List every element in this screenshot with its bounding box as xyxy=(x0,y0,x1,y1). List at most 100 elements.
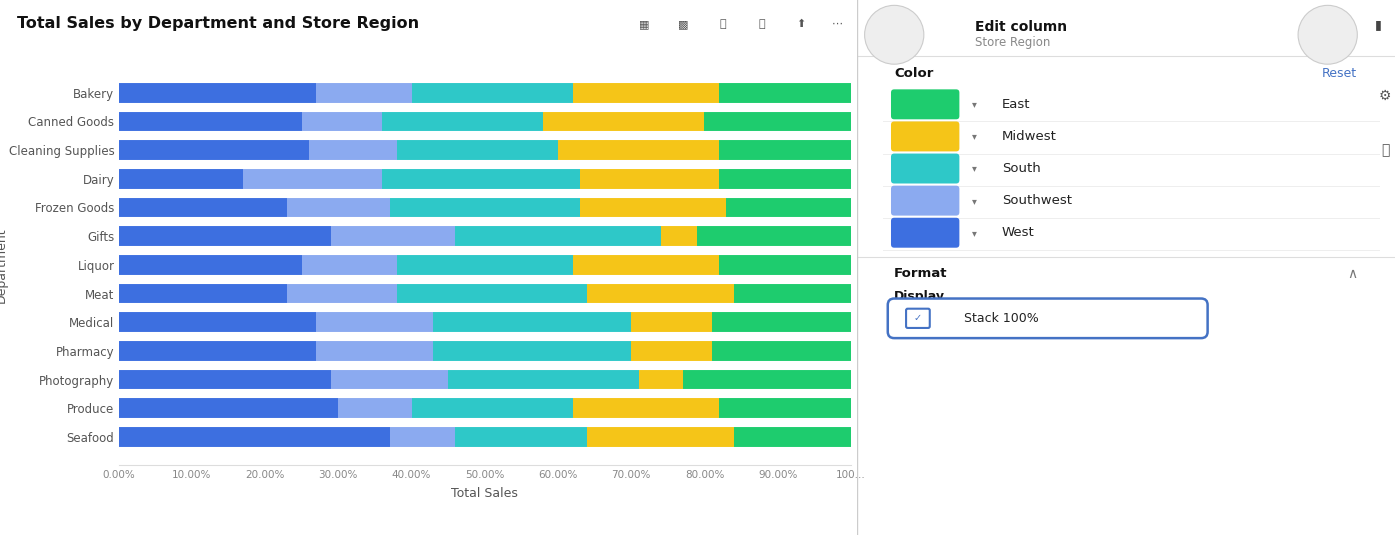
Text: ←: ← xyxy=(887,27,901,42)
Bar xyxy=(704,111,851,132)
Bar xyxy=(119,140,308,160)
Bar xyxy=(434,341,631,361)
Circle shape xyxy=(865,5,923,64)
Bar xyxy=(455,426,587,447)
Text: West: West xyxy=(1002,226,1035,239)
Text: Stack 100%: Stack 100% xyxy=(964,312,1039,325)
Bar xyxy=(587,283,734,304)
Text: ⋯: ⋯ xyxy=(831,19,843,29)
Bar xyxy=(434,312,631,333)
Bar xyxy=(382,111,543,132)
Text: ▮: ▮ xyxy=(1375,18,1381,30)
Bar xyxy=(572,82,720,103)
Bar xyxy=(711,341,851,361)
Bar xyxy=(580,197,727,218)
Bar xyxy=(720,82,851,103)
Bar xyxy=(396,255,572,275)
Text: East: East xyxy=(1002,98,1031,111)
Text: 💡: 💡 xyxy=(759,19,764,29)
Text: Midwest: Midwest xyxy=(1002,130,1057,143)
Text: ▾: ▾ xyxy=(972,228,976,238)
Text: Edit column: Edit column xyxy=(975,20,1067,34)
Bar xyxy=(412,398,572,418)
Text: ⬆: ⬆ xyxy=(797,19,805,29)
Bar xyxy=(558,140,718,160)
Bar xyxy=(119,312,317,333)
Bar xyxy=(338,398,412,418)
Bar xyxy=(396,283,587,304)
Bar xyxy=(412,82,572,103)
Text: ×: × xyxy=(1321,26,1335,44)
Bar xyxy=(119,111,301,132)
Bar xyxy=(119,426,389,447)
FancyBboxPatch shape xyxy=(891,186,960,216)
Text: ▾: ▾ xyxy=(972,164,976,173)
Y-axis label: Department: Department xyxy=(0,227,8,303)
Bar xyxy=(580,169,720,189)
FancyBboxPatch shape xyxy=(887,299,1208,338)
Bar xyxy=(389,426,455,447)
Bar xyxy=(734,283,851,304)
Text: 📌: 📌 xyxy=(720,19,725,29)
Bar xyxy=(243,169,382,189)
Bar xyxy=(727,197,851,218)
Bar xyxy=(317,312,434,333)
Bar xyxy=(720,140,851,160)
Text: Color: Color xyxy=(894,67,933,80)
Bar xyxy=(301,255,396,275)
FancyBboxPatch shape xyxy=(891,218,960,248)
Bar xyxy=(119,82,317,103)
Bar xyxy=(287,197,389,218)
Bar xyxy=(301,111,382,132)
Bar xyxy=(543,111,704,132)
FancyBboxPatch shape xyxy=(891,154,960,184)
Bar xyxy=(631,312,711,333)
Bar xyxy=(331,369,448,390)
Bar xyxy=(639,369,682,390)
Text: South: South xyxy=(1002,162,1041,175)
Bar xyxy=(698,226,851,247)
Bar xyxy=(119,398,338,418)
Bar xyxy=(119,283,287,304)
Bar xyxy=(382,169,580,189)
Text: ∧: ∧ xyxy=(1348,267,1357,281)
Text: Reset: Reset xyxy=(1322,67,1357,80)
Bar xyxy=(287,283,396,304)
FancyBboxPatch shape xyxy=(891,89,960,119)
Text: Format: Format xyxy=(894,268,947,280)
Text: ▾: ▾ xyxy=(972,100,976,109)
Text: ▦: ▦ xyxy=(639,19,650,29)
Bar xyxy=(119,197,287,218)
Bar xyxy=(631,341,711,361)
Bar xyxy=(119,341,317,361)
Text: ▩: ▩ xyxy=(678,19,689,29)
Bar xyxy=(572,398,720,418)
Text: Total Sales by Department and Store Region: Total Sales by Department and Store Regi… xyxy=(17,16,418,31)
Bar xyxy=(711,312,851,333)
Text: ▾: ▾ xyxy=(972,196,976,205)
Bar xyxy=(572,255,720,275)
Text: Store Region: Store Region xyxy=(975,36,1050,49)
Bar xyxy=(734,426,851,447)
Bar xyxy=(389,197,580,218)
Bar xyxy=(119,226,331,247)
Bar xyxy=(308,140,396,160)
Bar xyxy=(720,255,851,275)
Bar xyxy=(660,226,698,247)
Bar xyxy=(448,369,639,390)
Bar xyxy=(396,140,558,160)
FancyBboxPatch shape xyxy=(891,121,960,151)
Bar xyxy=(587,426,734,447)
Text: ⓘ: ⓘ xyxy=(1381,143,1389,157)
X-axis label: Total Sales: Total Sales xyxy=(452,486,518,500)
Bar xyxy=(317,341,434,361)
Text: ⚙: ⚙ xyxy=(1380,89,1391,103)
Bar xyxy=(331,226,455,247)
Bar xyxy=(720,169,851,189)
Text: Display: Display xyxy=(894,291,946,303)
Bar xyxy=(720,398,851,418)
Bar xyxy=(119,169,243,189)
Text: Southwest: Southwest xyxy=(1002,194,1071,207)
Text: ▾: ▾ xyxy=(972,132,976,141)
Bar xyxy=(119,255,301,275)
